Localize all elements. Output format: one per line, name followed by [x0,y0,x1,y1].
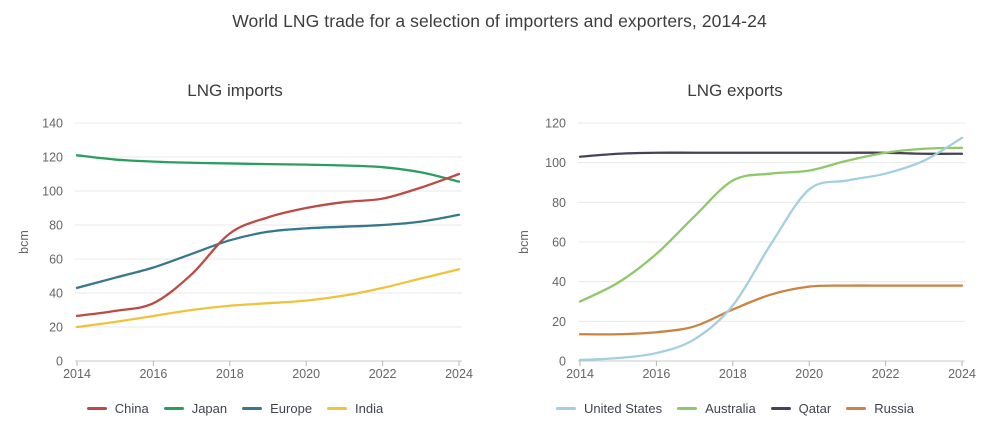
legend-item-europe[interactable]: Europe [242,401,312,416]
series-line-india [75,268,461,329]
imports-chart-panel: LNG imports bcm 0 20 40 60 80 100 120 140 2014 20… [0,81,473,416]
legend-item-qatar[interactable]: Qatar [770,401,832,416]
y-tick-label: 20 [49,321,63,335]
x-tick-label: 2018 [719,367,747,381]
y-tick-label: 0 [56,355,63,369]
legend-item-united-states[interactable]: United States [556,401,662,416]
series-line-qatar [578,151,964,158]
x-tick-label: 2022 [369,367,397,381]
series-line-australia [578,146,964,303]
x-tick-label: 2020 [292,367,320,381]
legend-swatch-united-states [556,407,577,410]
y-tick-label: 40 [49,287,63,301]
series-line-japan [75,154,461,183]
y-tick-label: 60 [552,236,566,250]
legend-label: India [355,401,384,416]
legend-swatch-russia [846,407,867,410]
x-tick-label: 2024 [445,367,473,381]
legend-item-china[interactable]: China [86,401,149,416]
legend-label: China [114,401,149,416]
legend-item-india[interactable]: India [327,401,383,416]
y-tick-label: 20 [552,315,566,329]
y-tick-label: 140 [42,117,63,131]
legend-label: Japan [191,401,228,416]
exports-legend: United States Australia Qatar Russia [500,401,970,416]
legend-label: Australia [705,401,756,416]
x-tick-label: 2014 [566,367,594,381]
series-line-china [75,172,461,318]
series-line-russia [578,284,964,336]
x-tick-label: 2014 [63,367,91,381]
imports-chart-title: LNG imports [187,81,283,100]
legend-swatch-australia [677,407,698,410]
legend-item-russia[interactable]: Russia [846,401,914,416]
imports-line-chart: 0 20 40 60 80 100 120 140 2014 2016 2018 2020 2022 20… [42,117,473,382]
y-tick-label: 120 [545,117,566,131]
legend-label: Qatar [798,401,832,416]
y-tick-label: 60 [49,253,63,267]
legend-swatch-india [327,407,348,410]
y-tick-label: 100 [42,185,63,199]
legend-label: Russia [874,401,914,416]
legend-label: Europe [270,401,313,416]
x-tick-label: 2016 [139,367,167,381]
x-tick-label: 2024 [948,367,976,381]
x-tick-label: 2020 [795,367,823,381]
y-tick-label: 100 [545,156,566,170]
legend-label: United States [584,401,663,416]
legend-item-australia[interactable]: Australia [677,401,756,416]
imports-legend: China Japan Europe India [0,401,470,416]
y-tick-label: 120 [42,151,63,165]
x-tick-label: 2016 [642,367,670,381]
page-title: World LNG trade for a selection of impor… [232,11,767,31]
exports-line-chart: 0 20 40 60 80 100 120 2014 2016 2018 2020 2022 2024 [545,117,976,382]
legend-swatch-qatar [770,407,791,410]
exports-chart-title: LNG exports [687,81,783,100]
exports-chart-panel: LNG exports bcm 0 20 40 60 80 100 120 2014 2016 2… [500,0,999,431]
series-line-united-states [578,136,964,362]
y-tick-label: 40 [552,275,566,289]
legend-swatch-china [86,407,107,410]
series-line-europe [75,213,461,290]
legend-swatch-europe [242,407,263,410]
x-tick-label: 2022 [872,367,900,381]
legend-item-japan[interactable]: Japan [163,401,228,416]
legend-swatch-japan [163,407,184,410]
y-tick-label: 0 [559,355,566,369]
y-tick-label: 80 [49,219,63,233]
x-tick-label: 2018 [216,367,244,381]
y-tick-label: 80 [552,196,566,210]
